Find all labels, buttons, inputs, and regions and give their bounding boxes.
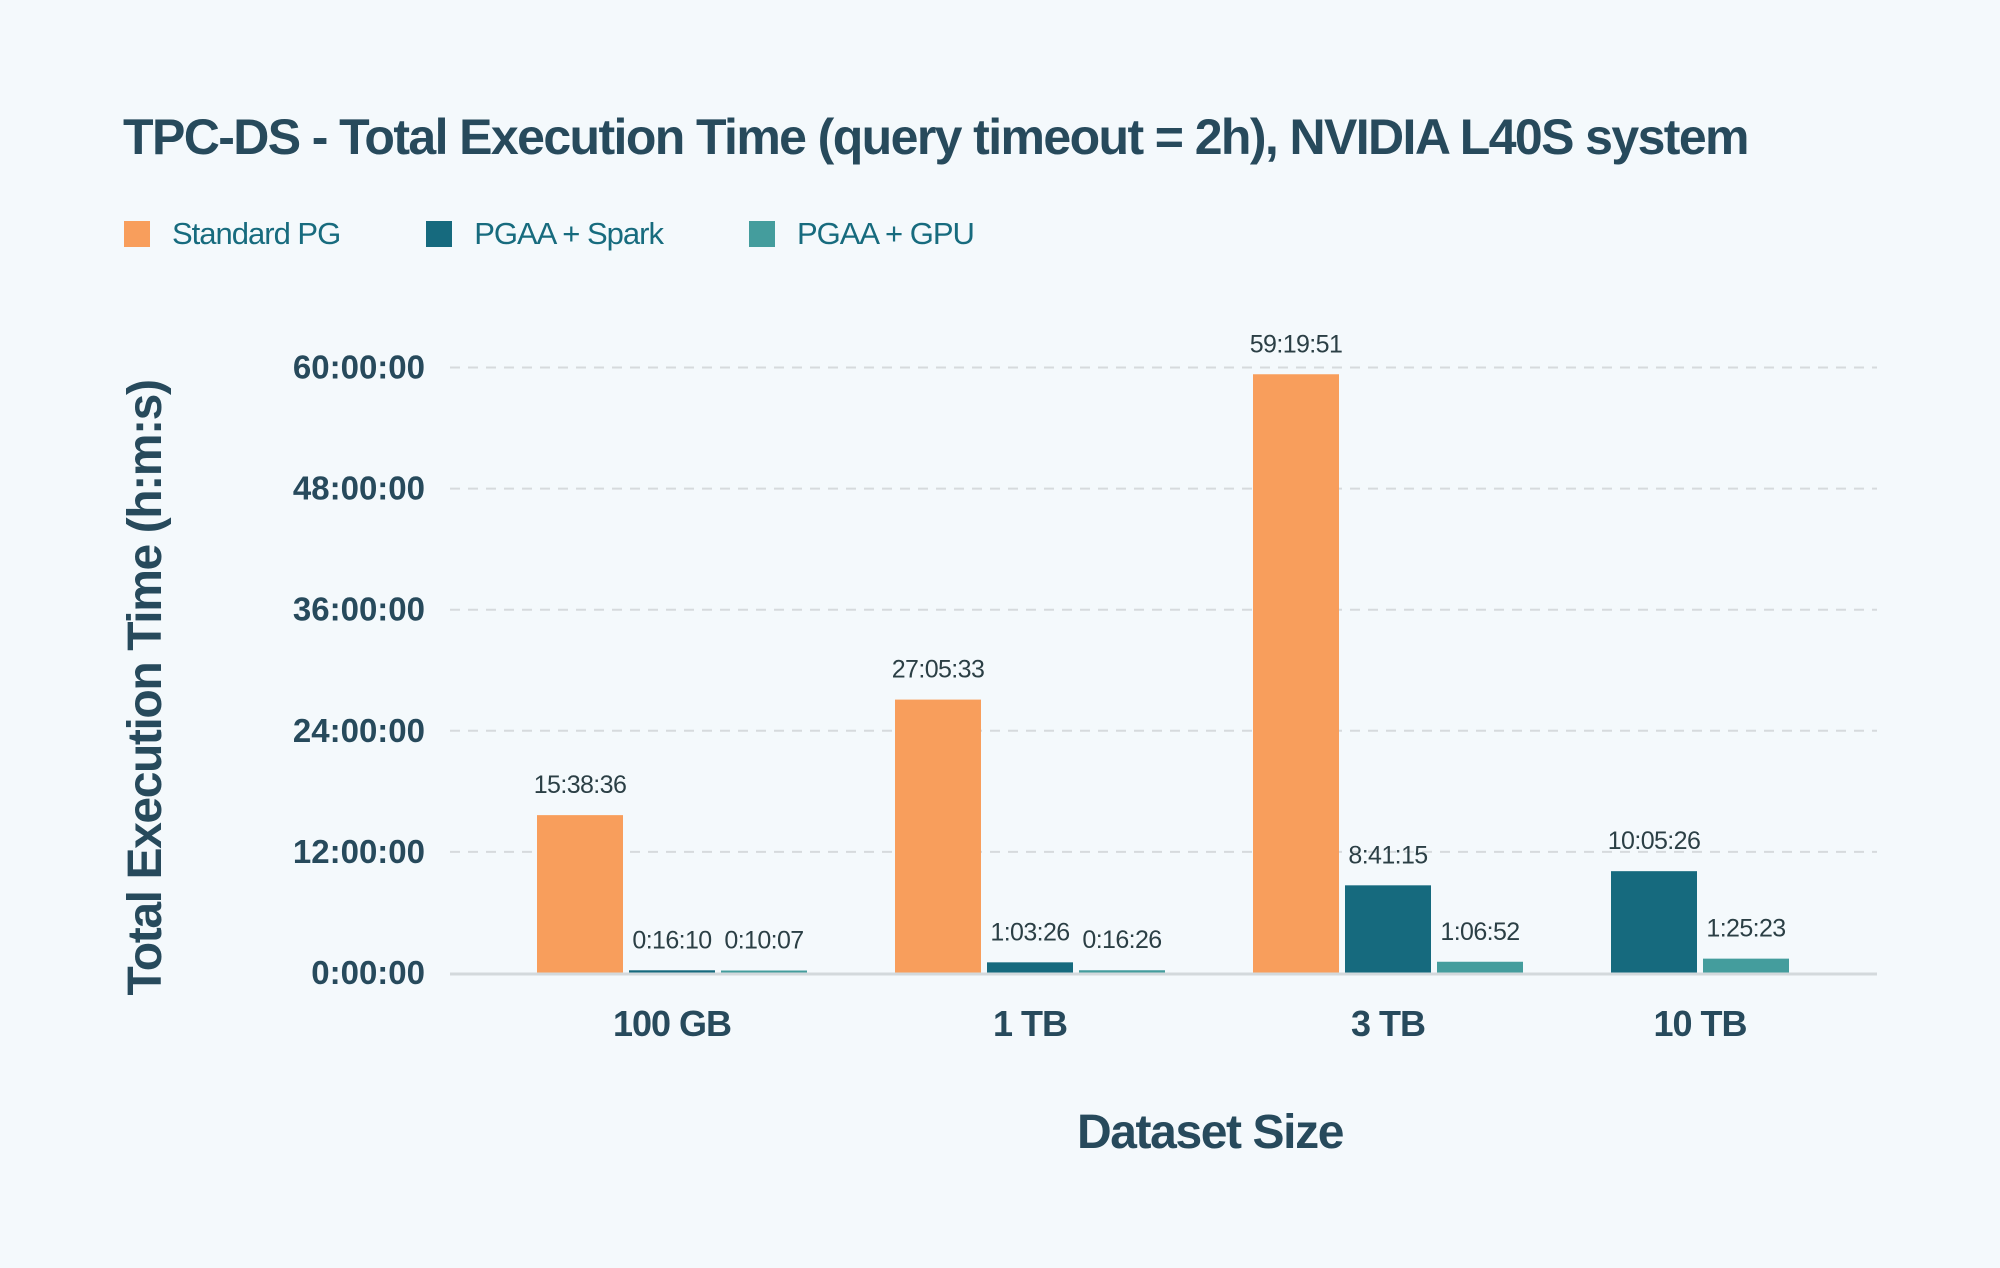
y-tick-label: 0:00:00 xyxy=(311,954,425,991)
legend-label: PGAA + GPU xyxy=(796,216,975,251)
bar-standard-pg xyxy=(537,815,623,973)
bar-pgaa-gpu xyxy=(1079,970,1165,973)
bar-standard-pg xyxy=(1253,374,1339,973)
data-label: 0:16:10 xyxy=(632,926,711,954)
x-tick-label: 100 GB xyxy=(613,1003,731,1044)
data-label: 59:19:51 xyxy=(1250,330,1343,358)
x-tick-label: 1 TB xyxy=(993,1003,1067,1044)
legend: Standard PG PGAA + Spark PGAA + GPU xyxy=(124,214,1060,254)
y-tick-label: 48:00:00 xyxy=(293,470,425,507)
legend-swatch-standard-pg xyxy=(124,221,150,247)
legend-swatch-pgaa-spark xyxy=(426,221,453,247)
chart-title: TPC-DS - Total Execution Time (query tim… xyxy=(123,109,1750,165)
data-labels: 15:38:36 0:16:10 0:10:07 27:05:33 1:03:26 0:1… xyxy=(534,330,1786,954)
bar-pgaa-gpu xyxy=(721,970,807,973)
bar-pgaa-spark xyxy=(1611,871,1697,973)
legend-label: PGAA + Spark xyxy=(474,216,664,251)
bar-pgaa-spark xyxy=(987,962,1073,973)
data-label: 10:05:26 xyxy=(1608,827,1701,855)
y-tick-label: 24:00:00 xyxy=(293,712,425,749)
y-tick-label: 36:00:00 xyxy=(293,591,425,628)
axes: 0:00:00 12:00:00 24:00:00 36:00:00 48:00:00 6… xyxy=(293,349,1877,1044)
x-tick-label: 10 TB xyxy=(1653,1003,1746,1044)
data-label: 1:03:26 xyxy=(990,918,1069,946)
data-label: 0:10:07 xyxy=(724,927,803,955)
legend-item-standard-pg[interactable]: Standard PG xyxy=(124,216,341,252)
data-label: 1:25:23 xyxy=(1706,915,1785,943)
x-tick-label: 3 TB xyxy=(1351,1003,1425,1044)
bar-pgaa-spark xyxy=(629,970,715,973)
data-label: 8:41:15 xyxy=(1348,841,1427,869)
bar-pgaa-gpu xyxy=(1437,961,1523,973)
data-label: 15:38:36 xyxy=(534,771,627,799)
legend-label: Standard PG xyxy=(172,216,341,251)
data-label: 1:06:52 xyxy=(1440,918,1519,946)
y-tick-label: 12:00:00 xyxy=(293,833,425,870)
x-axis-title: Dataset Size xyxy=(1077,1106,1344,1159)
y-tick-label: 60:00:00 xyxy=(293,349,425,386)
bars xyxy=(537,374,1789,973)
legend-swatch-pgaa-gpu xyxy=(748,221,775,247)
bar-pgaa-spark xyxy=(1345,885,1431,973)
data-label: 27:05:33 xyxy=(892,656,985,684)
gridlines xyxy=(450,366,1877,853)
bar-standard-pg xyxy=(895,699,981,973)
legend-item-pgaa-gpu[interactable]: PGAA + GPU xyxy=(748,216,975,252)
bar-pgaa-gpu xyxy=(1703,958,1789,973)
legend-item-pgaa-spark[interactable]: PGAA + Spark xyxy=(426,216,664,252)
y-axis-title: Total Execution Time (h:m:s) xyxy=(119,380,172,995)
data-label: 0:16:26 xyxy=(1082,926,1161,954)
